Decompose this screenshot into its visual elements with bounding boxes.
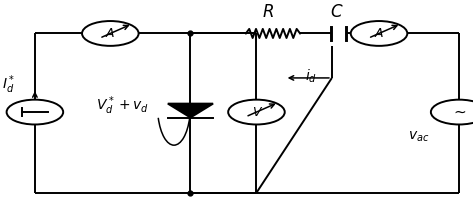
Text: $v_{ac}$: $v_{ac}$: [409, 130, 430, 144]
Text: A: A: [375, 27, 383, 40]
Text: $\sim$: $\sim$: [451, 104, 467, 118]
Text: V: V: [252, 106, 261, 119]
Text: $i_d$: $i_d$: [305, 67, 317, 85]
Polygon shape: [168, 104, 213, 118]
Text: $I_d^*$: $I_d^*$: [2, 74, 16, 96]
Text: $R$: $R$: [262, 3, 274, 21]
Text: A: A: [106, 27, 115, 40]
Text: $V_d^* + v_d$: $V_d^* + v_d$: [96, 94, 148, 117]
Text: $C$: $C$: [330, 3, 343, 21]
